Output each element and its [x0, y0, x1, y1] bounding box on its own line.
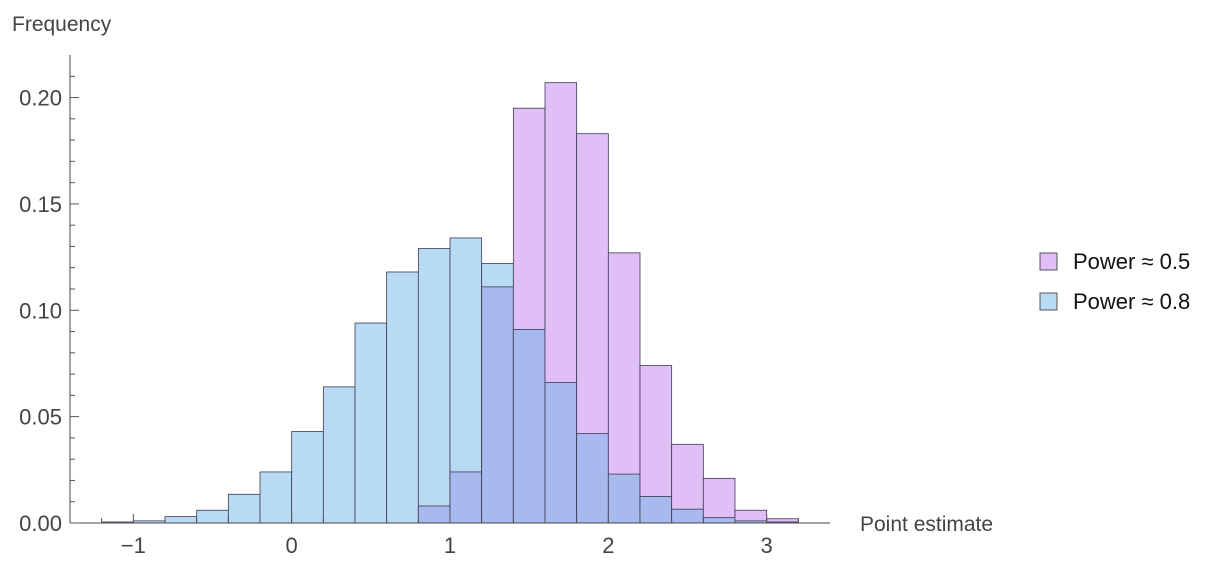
- x-tick-label-1: 0: [286, 533, 298, 558]
- legend-swatch-power-05: [1039, 252, 1058, 271]
- y-tick-label-3: 0.15: [19, 192, 62, 217]
- histogram-bar-7: [322, 386, 356, 524]
- y-tick-label-2: 0.10: [19, 298, 62, 323]
- histogram-overlap-bar-18: [671, 508, 704, 524]
- histogram-overlap-bar-13: [512, 329, 546, 524]
- histogram-bar-2: [164, 516, 198, 524]
- legend-label-power-08: Power ≈ 0.8: [1073, 289, 1190, 314]
- histogram-bar-8: [354, 322, 388, 524]
- x-tick-label-4: 3: [761, 533, 773, 558]
- legend: Power ≈ 0.5 Power ≈ 0.8: [1039, 249, 1190, 314]
- x-axis-title: Point estimate: [860, 513, 993, 536]
- bars-layer: [101, 82, 799, 524]
- y-tick-label-4: 0.20: [19, 86, 62, 111]
- histogram-overlap-bar-19: [702, 517, 736, 524]
- histogram-bar-10: [417, 248, 451, 524]
- legend-swatch-power-08: [1039, 292, 1058, 311]
- histogram-overlap-bar-14: [544, 382, 578, 524]
- y-tick-label-0: 0.00: [19, 511, 62, 536]
- histogram-overlap-bar-12: [481, 286, 514, 524]
- histogram-overlap-bar-10: [417, 505, 451, 524]
- histogram-overlap-bar-15: [576, 433, 609, 524]
- histogram-overlap-bar-17: [639, 496, 673, 524]
- legend-label-power-05: Power ≈ 0.5: [1073, 249, 1190, 274]
- histogram-overlap-bar-16: [607, 473, 641, 524]
- histogram-bar-6: [291, 431, 324, 524]
- ticks-layer: −1 0 1 2 3 0.00 0.05 0.10 0.15 0.20: [19, 75, 799, 558]
- x-tick-label-3: 2: [602, 533, 614, 558]
- histogram-bar-9: [386, 271, 419, 524]
- histogram-bar-4: [227, 493, 261, 524]
- histogram-overlap-bar-11: [449, 471, 483, 524]
- x-tick-label-0: −1: [121, 533, 146, 558]
- x-tick-label-2: 1: [444, 533, 456, 558]
- y-axis-title: Frequency: [12, 13, 112, 36]
- histogram-bar-3: [196, 509, 229, 524]
- histogram-bar-19: [702, 477, 736, 524]
- histogram-bar-5: [259, 471, 293, 524]
- y-tick-label-1: 0.05: [19, 405, 62, 430]
